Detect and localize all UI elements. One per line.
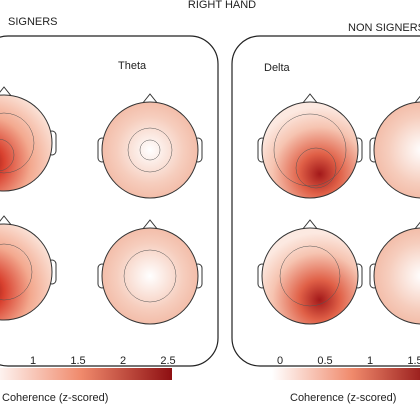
topoplot	[369, 93, 420, 199]
topoplot	[0, 215, 57, 321]
panel	[231, 35, 420, 367]
colorbar-tick-label: 2.5	[160, 355, 175, 367]
figure-title: RIGHT HAND	[188, 0, 256, 11]
colorbar-tick-label: 1.5	[407, 355, 420, 367]
colorbar-tick-label: 2	[120, 355, 126, 367]
group-label: NON SIGNERS	[348, 22, 420, 34]
panel	[0, 35, 219, 367]
colorbar-tick-label: 1.5	[70, 355, 85, 367]
topoplot	[97, 93, 203, 199]
topoplot	[257, 219, 363, 325]
colorbar-label: Coherence (z-scored)	[290, 392, 396, 404]
colorbar-tick-label: 0.5	[317, 355, 332, 367]
topoplot	[0, 86, 57, 192]
topoplot	[97, 219, 203, 325]
topoplot	[369, 219, 420, 325]
colorbar	[272, 368, 420, 380]
band-label: Delta	[264, 62, 291, 74]
colorbar-tick-label: 1	[367, 355, 373, 367]
band-label: Theta	[118, 60, 147, 72]
colorbar	[0, 368, 172, 380]
colorbar-tick-label: 1	[30, 355, 36, 367]
group-label: SIGNERS	[8, 16, 58, 28]
colorbar-tick-label: 0	[277, 355, 283, 367]
topoplot	[257, 93, 363, 199]
colorbar-label: Coherence (z-scored)	[2, 392, 108, 404]
